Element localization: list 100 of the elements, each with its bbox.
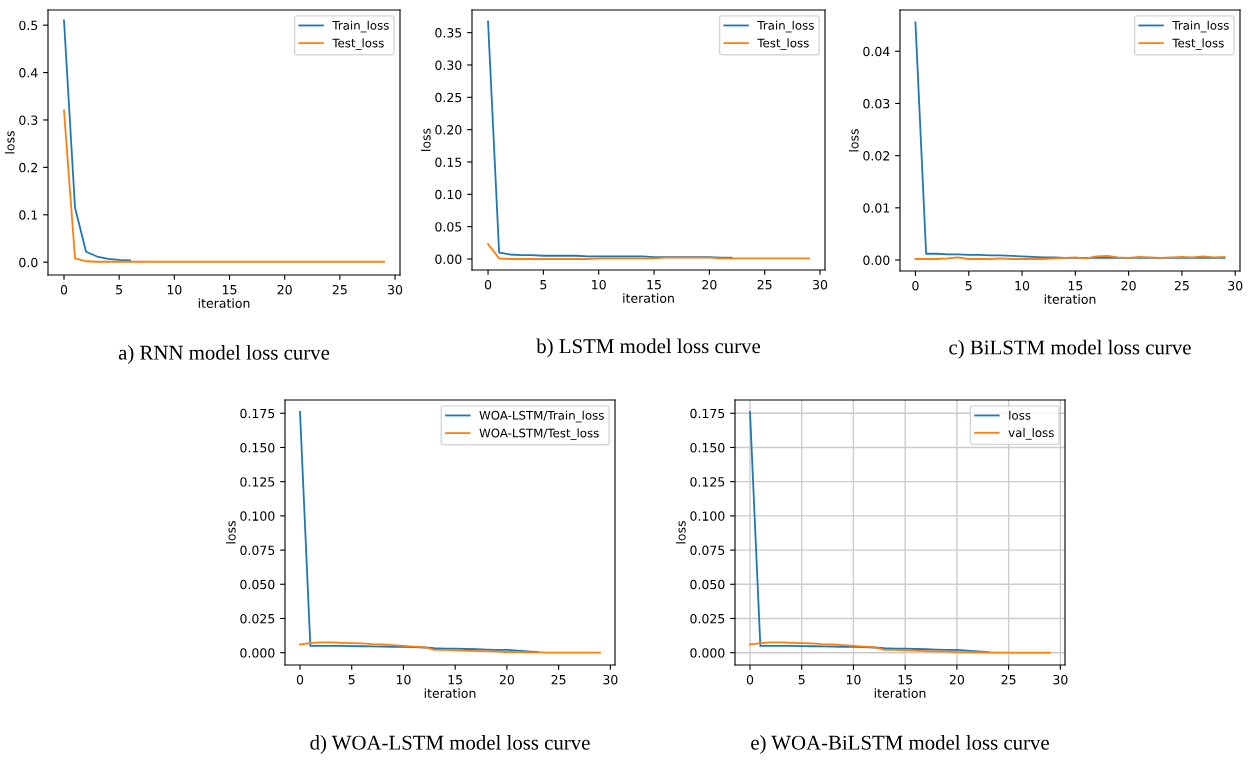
x-tick-label: 5 bbox=[798, 675, 805, 685]
x-tick-label: 5 bbox=[540, 280, 547, 290]
y-tick-label: 0.2 bbox=[19, 162, 38, 173]
x-tick-label: 0 bbox=[912, 280, 919, 291]
text: b) LSTM model loss curve bbox=[536, 338, 761, 358]
y-tick-label: 0.075 bbox=[240, 545, 275, 556]
legend-label: val_loss bbox=[1008, 427, 1054, 440]
legend-label: WOA-LSTM/Test_loss bbox=[479, 428, 599, 441]
y-tick-label: 0.5 bbox=[19, 20, 38, 31]
x-tick-label: 20 bbox=[949, 674, 965, 685]
x-axis-title: iteration bbox=[874, 688, 926, 698]
x-tick-label: 15 bbox=[222, 285, 237, 295]
y-tick-label: 0.125 bbox=[240, 477, 275, 487]
x-tick-label: 30 bbox=[388, 284, 403, 295]
line-series bbox=[749, 410, 989, 653]
y-axis-title: loss bbox=[4, 131, 15, 154]
x-tick-label: 15 bbox=[448, 675, 463, 685]
line-series bbox=[299, 641, 601, 654]
text: c) BiLSTM model loss curve bbox=[949, 339, 1191, 359]
y-tick-label: 0.1 bbox=[19, 210, 38, 220]
y-tick-label: 0.4 bbox=[19, 68, 38, 78]
y-tick-label: 0.175 bbox=[690, 408, 725, 419]
y-tick-label: 0.05 bbox=[435, 222, 462, 232]
y-tick-label: 0.025 bbox=[690, 613, 725, 624]
text: d) WOA-LSTM model loss curve bbox=[310, 735, 590, 754]
x-tick-label: 30 bbox=[603, 674, 618, 685]
y-tick-label: 0.3 bbox=[19, 115, 38, 125]
line-series bbox=[63, 109, 385, 263]
x-tick-label: 30 bbox=[1053, 674, 1068, 685]
x-axis-title: iteration bbox=[623, 293, 674, 303]
x-tick-label: 0 bbox=[296, 674, 304, 685]
y-tick-label: 0.050 bbox=[690, 579, 725, 590]
x-tick-label: 5 bbox=[965, 281, 972, 291]
x-tick-label: 10 bbox=[846, 674, 861, 685]
y-tick-label: 0.0 bbox=[19, 257, 38, 268]
y-axis-title: loss bbox=[420, 128, 431, 151]
legend-label: Test_loss bbox=[757, 38, 809, 51]
x-tick-label: 20 bbox=[277, 284, 292, 295]
text: e) WOA-BiLSTM model loss curve bbox=[751, 735, 1049, 754]
line-series bbox=[749, 641, 1051, 654]
x-axis-title: iteration bbox=[198, 298, 250, 308]
y-tick-label: 0.075 bbox=[690, 545, 725, 556]
x-tick-label: 10 bbox=[396, 674, 411, 685]
x-tick-label: 15 bbox=[1068, 281, 1083, 291]
x-tick-label: 25 bbox=[332, 284, 347, 295]
y-tick-label: 0.15 bbox=[435, 157, 462, 167]
x-tick-label: 25 bbox=[1174, 280, 1189, 291]
x-tick-label: 15 bbox=[898, 675, 913, 685]
x-tick-label: 25 bbox=[757, 279, 772, 290]
y-tick-label: 0.100 bbox=[240, 511, 275, 521]
y-tick-label: 0.050 bbox=[240, 579, 275, 590]
x-tick-label: 0 bbox=[484, 279, 492, 290]
y-tick-label: 0.20 bbox=[435, 125, 462, 135]
y-tick-label: 0.25 bbox=[435, 92, 462, 103]
x-axis-title: iteration bbox=[424, 688, 476, 698]
x-tick-label: 20 bbox=[499, 674, 515, 685]
y-tick-label: 0.10 bbox=[435, 189, 462, 200]
legend-label: WOA-LSTM/Train_loss bbox=[479, 410, 604, 423]
y-tick-label: 0.30 bbox=[435, 60, 462, 70]
x-tick-label: 0 bbox=[60, 284, 68, 295]
y-tick-label: 0.175 bbox=[240, 408, 275, 419]
x-tick-label: 20 bbox=[702, 279, 717, 290]
y-axis-title: loss bbox=[226, 521, 236, 544]
y-tick-label: 0.03 bbox=[863, 98, 890, 109]
y-axis-title: loss bbox=[676, 521, 686, 544]
x-tick-label: 30 bbox=[1228, 280, 1243, 291]
y-tick-label: 0.100 bbox=[690, 511, 725, 521]
line-series bbox=[487, 243, 810, 260]
y-tick-label: 0.150 bbox=[240, 442, 275, 453]
line-series bbox=[63, 19, 132, 262]
x-tick-label: 30 bbox=[813, 279, 828, 290]
y-tick-label: 0.150 bbox=[690, 442, 725, 453]
y-tick-label: 0.125 bbox=[690, 477, 725, 487]
x-tick-label: 10 bbox=[592, 279, 606, 290]
x-tick-label: 5 bbox=[348, 675, 355, 685]
y-tick-label: 0.04 bbox=[863, 46, 890, 57]
x-tick-label: 15 bbox=[647, 280, 661, 290]
legend-label: Test_loss bbox=[332, 38, 384, 51]
legend-label: Test_loss bbox=[1172, 38, 1224, 51]
x-axis-title: iteration bbox=[1044, 294, 1096, 304]
y-tick-label: 0.000 bbox=[240, 648, 275, 658]
x-tick-label: 10 bbox=[167, 284, 182, 295]
x-tick-label: 10 bbox=[1015, 280, 1030, 291]
y-tick-label: 0.01 bbox=[863, 203, 890, 213]
legend-label: Train_loss bbox=[332, 20, 389, 33]
y-tick-label: 0.025 bbox=[240, 613, 275, 624]
y-tick-label: 0.02 bbox=[863, 151, 890, 161]
legend-label: Train_loss bbox=[1172, 20, 1229, 33]
y-tick-label: 0.35 bbox=[435, 28, 462, 38]
legend-label: loss bbox=[1009, 410, 1031, 420]
legend-label: Train_loss bbox=[757, 20, 814, 33]
y-tick-label: 0.00 bbox=[863, 255, 890, 265]
x-tick-label: 25 bbox=[551, 674, 566, 685]
y-tick-label: 0.00 bbox=[435, 254, 462, 264]
y-tick-label: 0.000 bbox=[690, 648, 725, 658]
text: a) RNN model loss curve bbox=[118, 345, 330, 364]
x-tick-label: 25 bbox=[1001, 674, 1016, 685]
y-axis-title: loss bbox=[848, 129, 859, 152]
x-tick-label: 0 bbox=[746, 674, 754, 685]
x-tick-label: 5 bbox=[116, 285, 123, 295]
